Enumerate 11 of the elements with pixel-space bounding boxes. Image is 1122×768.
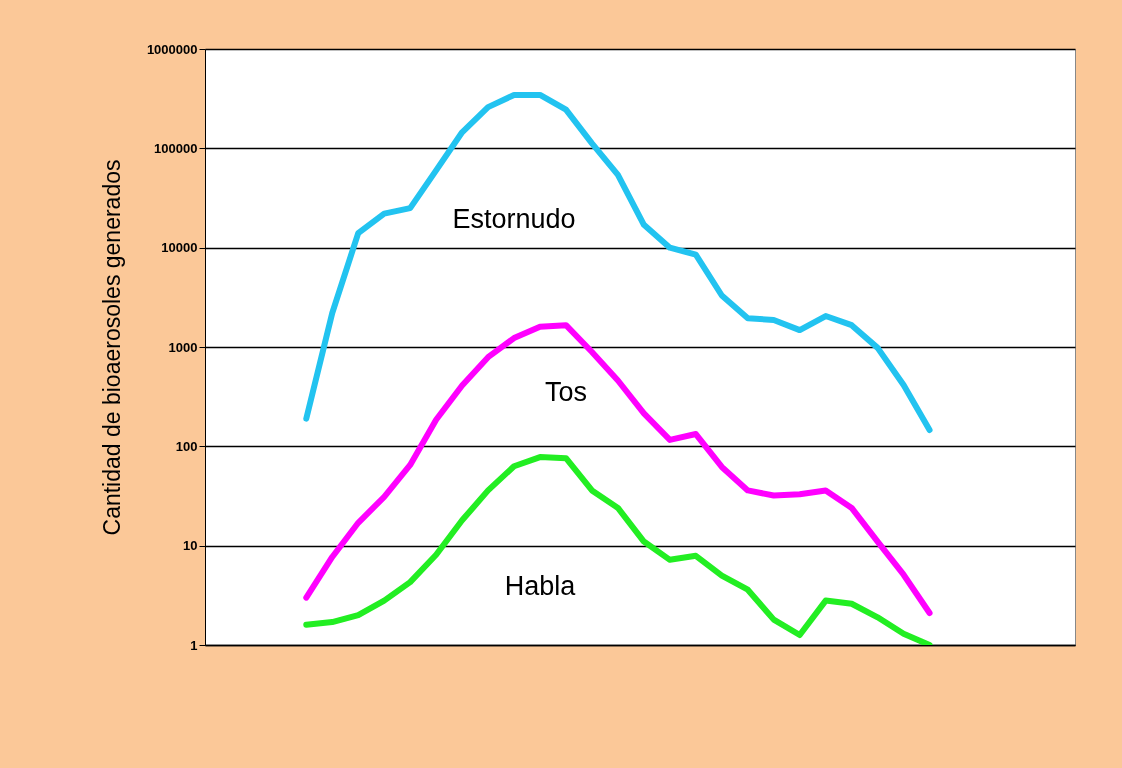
y-tick-label: 1000000 xyxy=(146,41,198,57)
series-label: Tos xyxy=(544,377,587,408)
series-label: Estornudo xyxy=(452,203,576,234)
y-tick-label: 10000 xyxy=(161,240,198,256)
y-tick-label: 1 xyxy=(190,637,198,653)
y-tick-label: 10 xyxy=(183,538,198,554)
y-axis-title: Cantidad de bioaerosoles generados xyxy=(98,159,125,536)
y-tick-label: 100 xyxy=(175,438,198,454)
text: Habla xyxy=(504,571,577,602)
y-tick-label: 1000 xyxy=(168,339,198,355)
y-tick-label: 100000 xyxy=(154,140,198,156)
